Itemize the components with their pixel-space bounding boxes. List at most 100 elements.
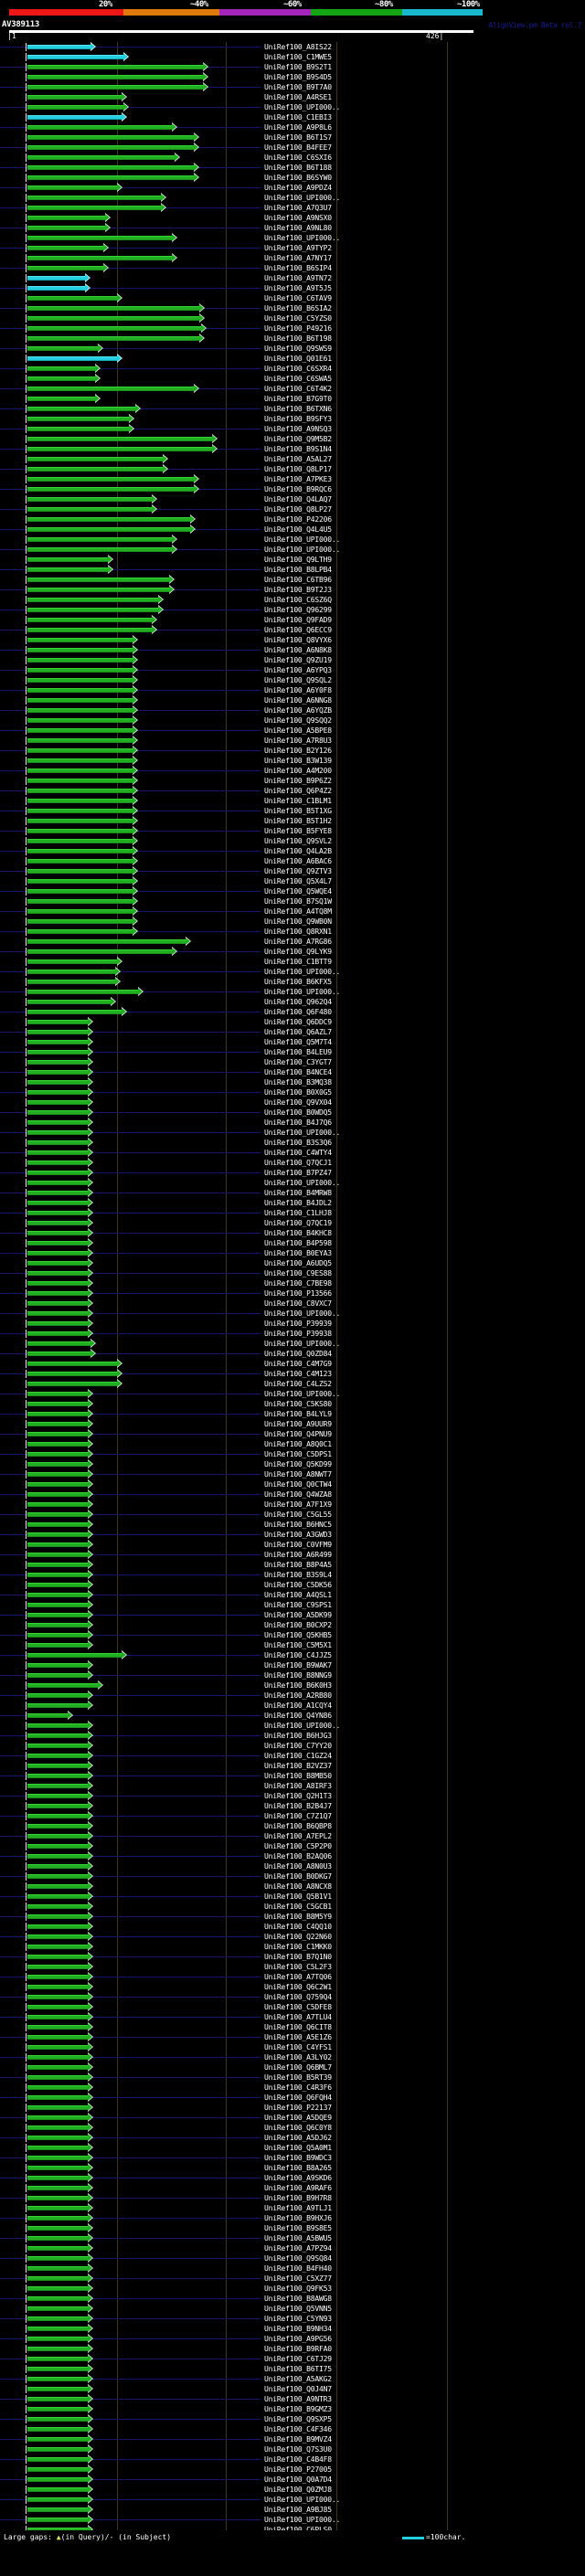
alignment-row[interactable]: UniRef100_A7NY17	[0, 253, 585, 263]
alignment-bar[interactable]	[27, 2156, 88, 2160]
alignment-bar[interactable]	[27, 2387, 88, 2391]
alignment-bar[interactable]	[27, 1362, 117, 1366]
hit-label[interactable]: UniRef100_A8NCX8	[264, 1882, 332, 1891]
hit-label[interactable]: UniRef100_B9RFA0	[264, 2345, 332, 2353]
hit-label[interactable]: UniRef100_A9PDZ4	[264, 184, 332, 192]
hit-label[interactable]: UniRef100_Q4LA2B	[264, 847, 332, 855]
hit-label[interactable]: UniRef100_B9WDC3	[264, 2154, 332, 2162]
hit-label[interactable]: UniRef100_B4LYL9	[264, 1410, 332, 1418]
alignment-row[interactable]: UniRef100_A4TQ8M	[0, 906, 585, 917]
alignment-row[interactable]: UniRef100_C7Z1Q7	[0, 1811, 585, 1821]
alignment-row[interactable]: UniRef100_Q7S3U0	[0, 2444, 585, 2454]
alignment-bar[interactable]	[27, 2085, 88, 2090]
alignment-bar[interactable]	[27, 2357, 88, 2361]
alignment-bar[interactable]	[27, 467, 163, 472]
alignment-row[interactable]: UniRef100_Q5X4L7	[0, 876, 585, 886]
alignment-row[interactable]: UniRef100_C9SPS1	[0, 1600, 585, 1610]
hit-label[interactable]: UniRef100_C5GL55	[264, 1511, 332, 1519]
alignment-row[interactable]: UniRef100_A6UDQ5	[0, 1258, 585, 1268]
hit-label[interactable]: UniRef100_Q9SXP5	[264, 2415, 332, 2423]
alignment-bar[interactable]	[27, 2146, 88, 2150]
alignment-bar[interactable]	[27, 2487, 88, 2492]
alignment-row[interactable]: UniRef100_B4KHC8	[0, 1228, 585, 1238]
alignment-bar[interactable]	[27, 1774, 88, 1778]
alignment-row[interactable]: UniRef100_C5YZS0	[0, 313, 585, 323]
hit-label[interactable]: UniRef100_C6T4K2	[264, 385, 332, 393]
hit-label[interactable]: UniRef100_B5T1H2	[264, 817, 332, 825]
alignment-bar[interactable]	[27, 1382, 117, 1386]
alignment-row[interactable]: UniRef100_B9SFY3	[0, 414, 585, 424]
alignment-row[interactable]: UniRef100_Q7QC19	[0, 1218, 585, 1228]
alignment-row[interactable]: UniRef100_B6HNC5	[0, 1520, 585, 1530]
alignment-row[interactable]: UniRef100_Q6DDC9	[0, 1017, 585, 1027]
hit-label[interactable]: UniRef100_Q6P4Z2	[264, 787, 332, 795]
alignment-bar[interactable]	[27, 698, 133, 703]
hit-label[interactable]: UniRef100_B9S8E5	[264, 2224, 332, 2232]
alignment-row[interactable]: UniRef100_A7PKE3	[0, 474, 585, 484]
alignment-row[interactable]: UniRef100_P39939	[0, 1319, 585, 1329]
alignment-bar[interactable]	[27, 55, 123, 59]
alignment-bar[interactable]	[27, 2528, 88, 2530]
alignment-row[interactable]: UniRef100_A8NWT7	[0, 1469, 585, 1479]
hit-label[interactable]: UniRef100_C7Z1Q7	[264, 1812, 332, 1820]
alignment-bar[interactable]	[27, 1814, 88, 1818]
hit-label[interactable]: UniRef100_B0X0G5	[264, 1088, 332, 1097]
alignment-bar[interactable]	[27, 809, 133, 813]
alignment-bar[interactable]	[27, 2497, 88, 2502]
alignment-bar[interactable]	[27, 919, 133, 924]
alignment-row[interactable]: UniRef100_Q9SQQ2	[0, 716, 585, 726]
alignment-row[interactable]: UniRef100_A6YQZB	[0, 705, 585, 716]
alignment-bar[interactable]	[27, 1191, 88, 1195]
hit-label[interactable]: UniRef100_B9S4D5	[264, 73, 332, 81]
hit-label[interactable]: UniRef100_Q6AZL7	[264, 1028, 332, 1036]
alignment-bar[interactable]	[27, 397, 95, 401]
hit-label[interactable]: UniRef100_Q6CIT8	[264, 2023, 332, 2031]
hit-label[interactable]: UniRef100_Q9LTH9	[264, 556, 332, 564]
alignment-row[interactable]: UniRef100_P49216	[0, 323, 585, 334]
hit-label[interactable]: UniRef100_A7EPL2	[264, 1832, 332, 1840]
hit-label[interactable]: UniRef100_A3LY02	[264, 2053, 332, 2062]
alignment-bar[interactable]	[27, 1733, 88, 1738]
hit-label[interactable]: UniRef100_A9NSX0	[264, 214, 332, 222]
alignment-bar[interactable]	[27, 2186, 88, 2190]
hit-label[interactable]: UniRef100_C4M7G9	[264, 1360, 332, 1368]
hit-label[interactable]: UniRef100_C6SXI6	[264, 154, 332, 162]
alignment-bar[interactable]	[27, 1161, 88, 1165]
hit-label[interactable]: UniRef100_Q6DDC9	[264, 1018, 332, 1026]
hit-label[interactable]: UniRef100_Q8VYX6	[264, 636, 332, 644]
alignment-row[interactable]: UniRef100_A5BWU5	[0, 2233, 585, 2243]
alignment-row[interactable]: UniRef100_Q9VX04	[0, 1097, 585, 1108]
alignment-bar[interactable]	[27, 718, 133, 723]
alignment-bar[interactable]	[27, 1663, 88, 1668]
alignment-bar[interactable]	[27, 2015, 88, 2019]
alignment-row[interactable]: UniRef100_A5BPE8	[0, 726, 585, 736]
alignment-row[interactable]: UniRef100_C5GL55	[0, 1510, 585, 1520]
hit-label[interactable]: UniRef100_B6SIP4	[264, 264, 332, 272]
alignment-row[interactable]: UniRef100_Q9ZU19	[0, 655, 585, 665]
alignment-row[interactable]: UniRef100_Q4L4U5	[0, 525, 585, 535]
hit-label[interactable]: UniRef100_A8N0U3	[264, 1862, 332, 1871]
alignment-bar[interactable]	[27, 1965, 88, 1969]
alignment-row[interactable]: UniRef100_A2RB80	[0, 1691, 585, 1701]
hit-label[interactable]: UniRef100_A5BWU5	[264, 2234, 332, 2242]
hit-label[interactable]: UniRef100_UPI000..	[264, 234, 341, 242]
alignment-row[interactable]: UniRef100_UPI000..	[0, 1128, 585, 1138]
hit-label[interactable]: UniRef100_P39939	[264, 1320, 332, 1328]
alignment-bar[interactable]	[27, 1573, 88, 1577]
hit-label[interactable]: UniRef100_A6Y0F8	[264, 686, 332, 694]
alignment-bar[interactable]	[27, 1904, 88, 1909]
hit-label[interactable]: UniRef100_B9T2J3	[264, 586, 332, 594]
alignment-bar[interactable]	[27, 909, 133, 914]
hit-label[interactable]: UniRef100_B7G9T0	[264, 395, 332, 403]
alignment-row[interactable]: UniRef100_Q6AZL7	[0, 1027, 585, 1037]
hit-label[interactable]: UniRef100_B4J7Q6	[264, 1118, 332, 1127]
alignment-row[interactable]: UniRef100_Q6FQH4	[0, 2093, 585, 2103]
hit-label[interactable]: UniRef100_Q0ZD84	[264, 1350, 332, 1358]
alignment-row[interactable]: UniRef100_A3GWD3	[0, 1530, 585, 1540]
alignment-bar[interactable]	[27, 869, 133, 874]
hit-label[interactable]: UniRef100_B3MQ38	[264, 1078, 332, 1087]
hit-label[interactable]: UniRef100_B4P598	[264, 1239, 332, 1247]
hit-label[interactable]: UniRef100_Q5X4L7	[264, 877, 332, 885]
alignment-row[interactable]: UniRef100_P22137	[0, 2103, 585, 2113]
alignment-bar[interactable]	[27, 537, 172, 542]
